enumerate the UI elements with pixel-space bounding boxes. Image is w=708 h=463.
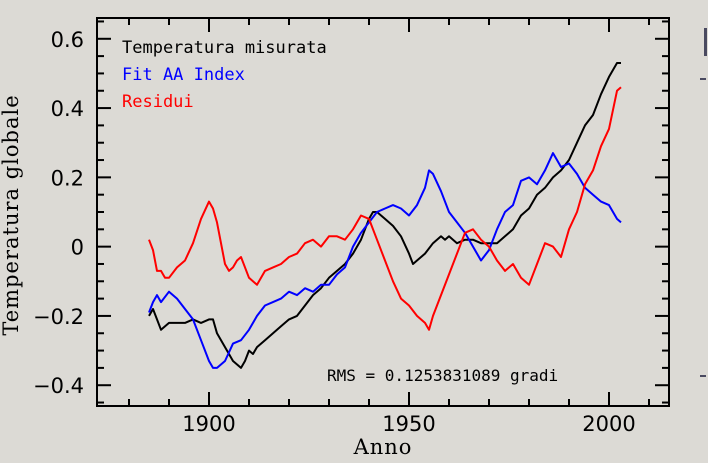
right-edge-mark [704, 28, 707, 56]
y-tick-label: 0.4 [51, 97, 84, 121]
x-tick-label: 1950 [382, 412, 435, 436]
series-layer [148, 62, 622, 369]
rms-annotation: RMS = 0.1253831089 gradi [327, 366, 558, 385]
right-edge-mark [700, 78, 706, 80]
x-axis: 1900 1950 2000 [128, 18, 650, 436]
legend-entry: Residui [122, 92, 194, 112]
series-line-2 [148, 152, 622, 369]
x-tick-label: 1900 [182, 412, 235, 436]
y-tick-label: −0.4 [33, 374, 84, 398]
legend-entry: Fit AA Index [122, 65, 245, 85]
y-axis: −0.4 −0.2 0 0.2 0.4 0.6 [33, 20, 669, 404]
x-tick-label: 2000 [582, 412, 635, 436]
series-line-1 [148, 62, 621, 369]
legend-entry: Temperatura misurata [122, 38, 327, 58]
y-tick-label: 0.6 [51, 28, 84, 52]
series-line-3 [148, 86, 622, 331]
y-tick-label: 0 [71, 236, 84, 260]
y-axis-title: Temperatura globale [0, 94, 23, 335]
x-axis-title: Anno [353, 435, 413, 458]
y-tick-label: −0.2 [33, 305, 84, 329]
right-edge-mark [700, 375, 706, 377]
legend: Temperatura misurata Fit AA Index Residui [122, 38, 327, 112]
y-tick-label: 0.2 [51, 166, 84, 190]
